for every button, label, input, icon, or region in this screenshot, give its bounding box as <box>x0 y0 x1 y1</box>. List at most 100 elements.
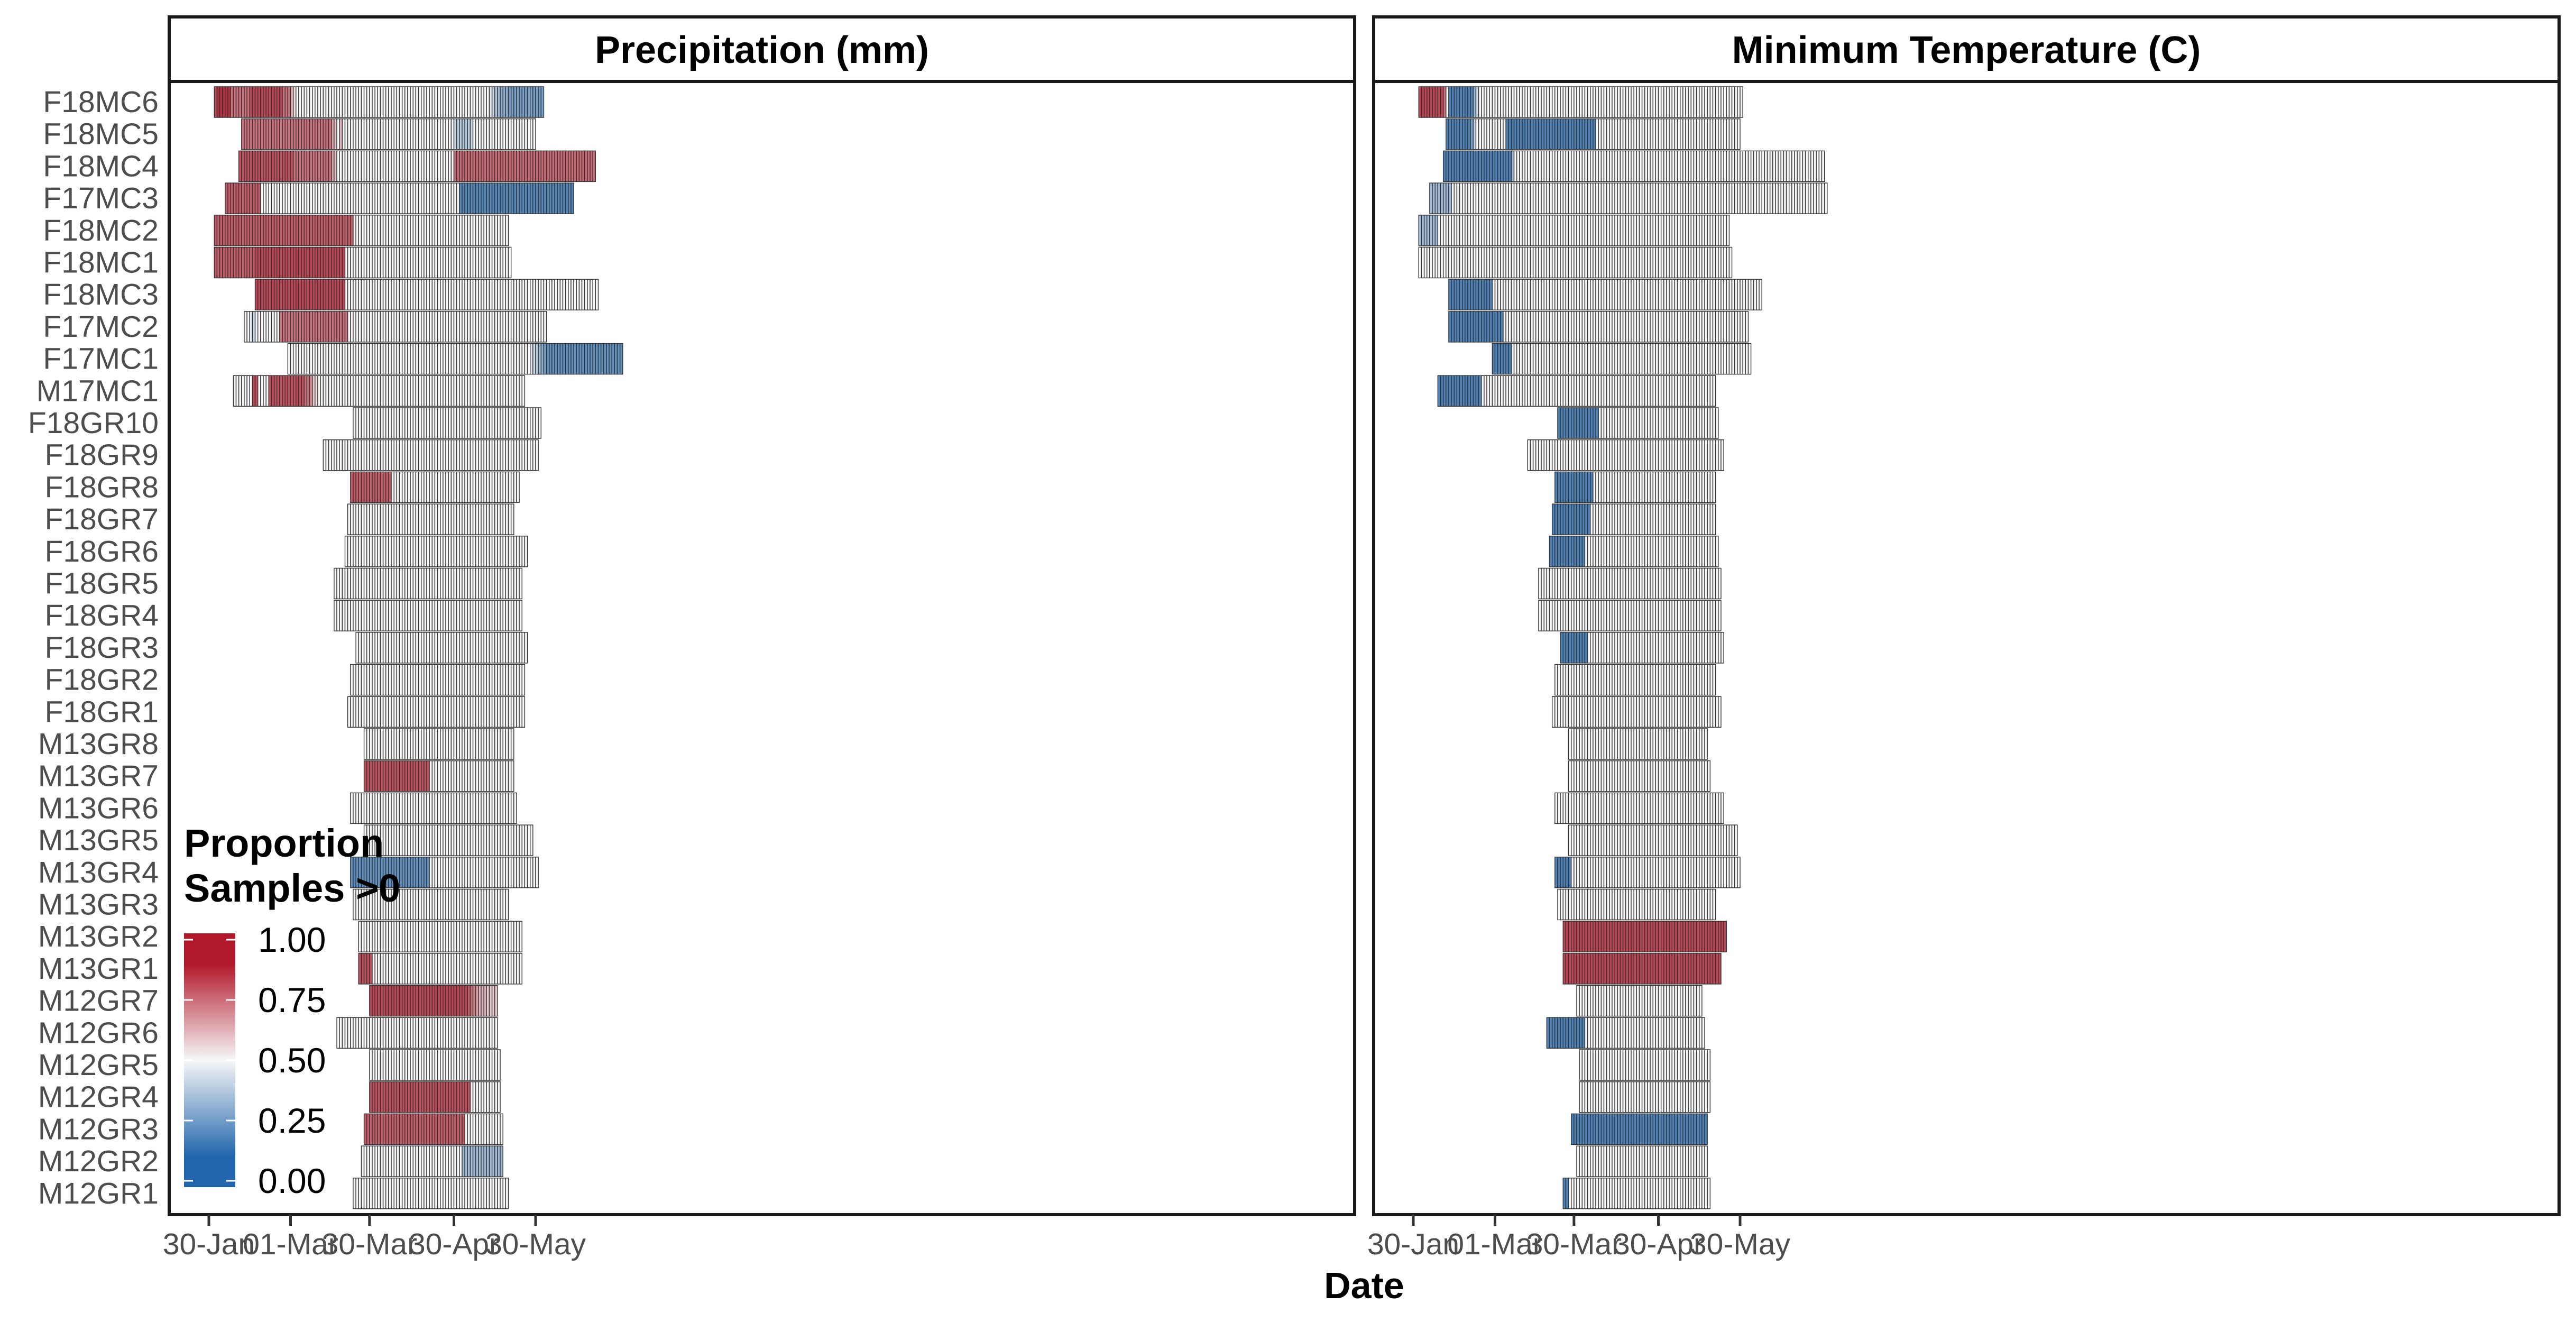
heatmap-cell <box>448 375 452 407</box>
heatmap-cell <box>1682 343 1686 375</box>
heatmap-cell <box>1631 536 1634 567</box>
heatmap-cell <box>415 1145 419 1177</box>
heatmap-cell <box>391 824 394 856</box>
heatmap-cell <box>464 632 468 664</box>
heatmap-cell <box>1628 696 1632 728</box>
heatmap-cell <box>249 215 253 246</box>
heatmap-cell <box>1628 664 1632 696</box>
heatmap-cell <box>530 150 533 182</box>
heatmap-cell <box>1478 86 1482 118</box>
heatmap-cell <box>453 664 457 696</box>
heatmap-cell <box>1731 311 1735 343</box>
row-label: M13GR1 <box>38 952 159 986</box>
heatmap-cell <box>331 182 335 214</box>
heatmap-cell <box>568 343 572 375</box>
heatmap-cell <box>401 1017 406 1049</box>
heatmap-cell <box>1620 311 1624 343</box>
heatmap-cell <box>235 246 240 279</box>
heatmap-cell <box>538 343 542 375</box>
heatmap-cell <box>489 600 493 631</box>
heatmap-cell <box>1652 857 1657 888</box>
heatmap-cell <box>1617 311 1621 343</box>
heatmap-cell <box>1532 279 1537 310</box>
heatmap-cell <box>467 664 471 696</box>
heatmap-cell <box>1666 567 1670 600</box>
heatmap-cell <box>1663 664 1667 696</box>
heatmap-cell <box>363 471 367 503</box>
heatmap-cell <box>412 311 417 343</box>
heatmap-cell <box>481 888 484 921</box>
heatmap-cell <box>342 279 346 310</box>
heatmap-cell <box>399 439 403 471</box>
heatmap-cell <box>467 246 471 279</box>
heatmap-cell <box>339 375 343 407</box>
heatmap-cell <box>1704 536 1708 567</box>
heatmap-cell <box>1652 86 1657 118</box>
heatmap-cell <box>481 503 484 535</box>
heatmap-cell <box>1685 215 1689 246</box>
heatmap-cell <box>513 182 517 214</box>
heatmap-cell <box>1636 407 1640 439</box>
heatmap-cell <box>483 1113 487 1145</box>
heatmap-cell <box>1723 343 1727 375</box>
heatmap-cell <box>388 215 392 246</box>
heatmap-cell <box>1500 150 1504 182</box>
heatmap-cell <box>502 279 507 310</box>
heatmap-cell <box>1690 279 1695 310</box>
heatmap-cell <box>1535 118 1539 150</box>
heatmap-cell <box>1587 311 1591 343</box>
heatmap-cell <box>491 728 495 760</box>
heatmap-cell <box>277 182 280 214</box>
heatmap-cell <box>1574 439 1577 471</box>
heatmap-cell <box>1682 696 1686 728</box>
heatmap-cell <box>1423 246 1428 279</box>
heatmap-cell <box>404 1113 408 1145</box>
heatmap-cell <box>445 503 449 535</box>
heatmap-cell <box>516 343 520 375</box>
heatmap-cell <box>1671 760 1676 792</box>
heatmap-cell <box>361 792 365 824</box>
heatmap-cell <box>450 182 455 214</box>
heatmap-cell <box>366 600 370 631</box>
heatmap-cell <box>399 921 403 952</box>
heatmap-cell <box>1712 696 1716 728</box>
heatmap-cell <box>1587 536 1591 567</box>
heatmap-cell <box>399 118 403 150</box>
heatmap-cell <box>369 1113 373 1145</box>
heatmap-cell <box>1693 118 1697 150</box>
heatmap-cell <box>497 888 501 921</box>
heatmap-cell <box>478 857 482 888</box>
heatmap-cell <box>1587 279 1591 310</box>
heatmap-cell <box>1742 150 1746 182</box>
heatmap-cell <box>396 150 400 182</box>
heatmap-cell <box>475 311 479 343</box>
heatmap-cell <box>1541 439 1544 471</box>
heatmap-cell <box>1669 824 1672 856</box>
heatmap-cell <box>284 246 289 279</box>
heatmap-row <box>287 343 623 375</box>
heatmap-cell <box>1467 150 1471 182</box>
heatmap-cell <box>448 953 452 985</box>
heatmap-cell <box>467 407 471 439</box>
heatmap-cell <box>1633 503 1637 535</box>
heatmap-cell <box>1609 215 1613 246</box>
heatmap-cell <box>483 888 487 921</box>
heatmap-cell <box>459 632 463 664</box>
heatmap-cell <box>1562 407 1567 439</box>
heatmap-cell <box>1788 182 1792 214</box>
heatmap-cell <box>459 503 463 535</box>
heatmap-cell <box>1677 86 1681 118</box>
heatmap-cell <box>440 567 444 600</box>
heatmap-cell <box>434 536 438 567</box>
heatmap-cell <box>355 279 359 310</box>
heatmap-cell <box>1704 824 1708 856</box>
heatmap-cell <box>1718 182 1722 214</box>
heatmap-cell <box>508 407 512 439</box>
heatmap-cell <box>296 118 299 150</box>
heatmap-cell <box>306 279 310 310</box>
heatmap-cell <box>1603 150 1607 182</box>
heatmap-cell <box>1581 246 1586 279</box>
heatmap-cell <box>1461 118 1466 150</box>
heatmap-cell <box>1701 921 1705 952</box>
heatmap-cell <box>1688 439 1691 471</box>
